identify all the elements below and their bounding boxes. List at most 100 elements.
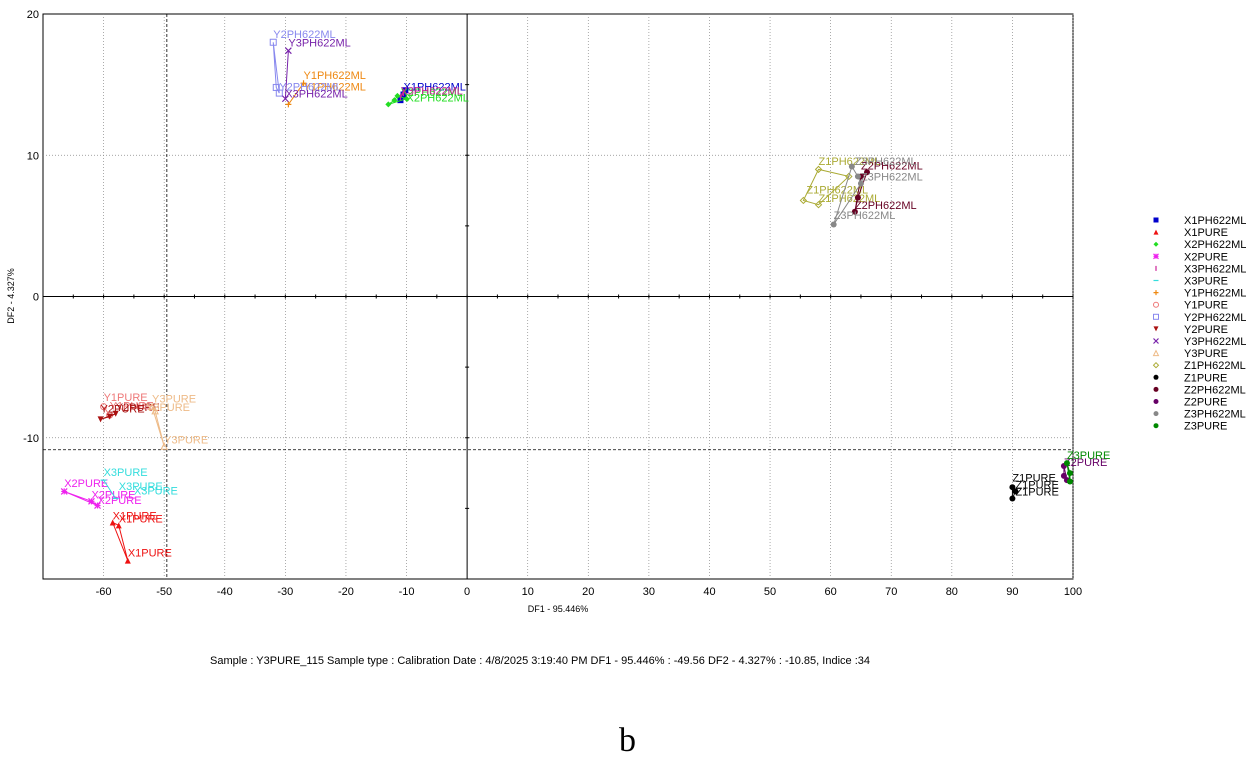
point-label: X2PURE xyxy=(98,495,142,507)
legend-label: Z1PURE xyxy=(1184,372,1227,384)
data-point xyxy=(854,194,861,201)
legend-label: Y1PH622ML xyxy=(1184,288,1246,300)
y-tick-label: 10 xyxy=(27,150,39,162)
legend-label: Z2PURE xyxy=(1184,397,1227,409)
data-point xyxy=(1066,470,1073,477)
series-group: X1PH622MLX1PUREX1PUREX1PUREX2PH622MLX2PH… xyxy=(60,29,1110,564)
legend-label: X1PH622ML xyxy=(1184,215,1246,227)
point-label: Z1PH622ML xyxy=(806,184,868,196)
data-point xyxy=(160,442,168,450)
data-point xyxy=(851,208,858,215)
data-point xyxy=(814,200,823,209)
point-label: X3PURE xyxy=(119,481,163,493)
data-point xyxy=(830,221,837,228)
legend-label: Z2PH622ML xyxy=(1184,384,1246,396)
data-point xyxy=(97,416,104,423)
point-label: Z1PURE xyxy=(1015,487,1058,499)
point-label: Y3PURE xyxy=(146,402,190,414)
data-point xyxy=(1009,484,1016,491)
point-label: Z2PURE xyxy=(1064,457,1107,469)
legend-label: X1PURE xyxy=(1184,227,1228,239)
point-label: Y2PH622ML xyxy=(273,29,335,41)
legend-item: X2PH622ML xyxy=(1153,239,1246,251)
x-tick-label: -50 xyxy=(156,586,172,598)
legend-item: X3PURE xyxy=(1153,276,1228,288)
axes xyxy=(43,13,1074,580)
x-tick-label: 70 xyxy=(885,586,897,598)
point-label: Z3PURE xyxy=(1067,450,1110,462)
legend-item: Y1PURE xyxy=(1153,300,1228,312)
x-tick-label: 90 xyxy=(1006,586,1018,598)
series-y3ph622ml: Y3PH622ML X3PH622ML xyxy=(281,37,351,103)
point-label: Z3PH622ML xyxy=(855,156,917,168)
legend-label: Y3PURE xyxy=(1184,348,1228,360)
legend-item: X1PURE xyxy=(1153,227,1228,239)
series-z3ph622ml: Z3PH622ML Z3PH622ML Z3PH622ML xyxy=(830,156,923,228)
legend-item: Z1PH622ML xyxy=(1152,360,1246,372)
data-point xyxy=(1012,488,1019,495)
legend-marker xyxy=(1153,423,1159,429)
scatter-chart: -60 -50 -40 -30 -20 -10 0 10 20 30 40 50 60 70 80 90 100… xyxy=(6,9,1246,614)
data-point xyxy=(88,497,95,505)
point-label: Y3PH622ML xyxy=(288,37,350,49)
legend-marker xyxy=(1153,326,1159,332)
legend-item: X3PH622ML xyxy=(1155,263,1246,275)
point-label: Z1PH622ML xyxy=(819,156,881,168)
data-point xyxy=(848,163,855,170)
series-outline xyxy=(64,490,98,507)
legend-marker xyxy=(1153,411,1159,417)
point-label: Y3PURE xyxy=(164,434,208,446)
legend-marker xyxy=(1153,301,1159,308)
legend-item: Z3PURE xyxy=(1153,421,1227,433)
series-outline xyxy=(100,413,116,420)
point-label: X3PURE xyxy=(104,467,148,479)
data-point xyxy=(115,522,122,529)
series-x3ph622ml: X3PH622ML xyxy=(399,86,463,101)
point-label: X1PURE xyxy=(119,514,163,526)
legend-marker xyxy=(1153,374,1159,380)
legend-item: X1PH622ML xyxy=(1153,215,1246,227)
legend-label: Z1PH622ML xyxy=(1184,360,1246,372)
point-label: X2PURE xyxy=(64,478,108,490)
data-point xyxy=(799,196,808,205)
series-outline xyxy=(151,406,165,447)
point-label: Y1PH622ML xyxy=(304,70,366,82)
series-y2ph622ml: Y2PH622ML Y2PH622ML xyxy=(269,29,342,97)
point-label: Y2PURE xyxy=(101,403,145,415)
data-point xyxy=(857,180,864,187)
data-point xyxy=(854,173,861,180)
data-point xyxy=(272,83,280,91)
legend: X1PH622MLX1PUREX2PH622MLX2PUREX3PH622MLX… xyxy=(1152,215,1246,433)
x-tick-label: -60 xyxy=(96,586,112,598)
ticks: -60 -50 -40 -30 -20 -10 0 10 20 30 40 50 60 70 80 90 100… xyxy=(23,9,1082,598)
legend-item: Y2PH622ML xyxy=(1153,312,1246,324)
series-outline xyxy=(111,521,129,561)
data-point xyxy=(864,169,870,176)
data-point xyxy=(385,101,392,108)
legend-marker xyxy=(1152,361,1160,369)
legend-item: Y2PURE xyxy=(1153,324,1228,336)
data-point xyxy=(402,87,409,94)
point-label: Z3PH622ML xyxy=(834,210,896,222)
legend-item: Z2PH622ML xyxy=(1153,384,1246,396)
legend-label: X2PH622ML xyxy=(1184,239,1246,251)
data-point xyxy=(151,406,159,415)
y-tick-label: 20 xyxy=(27,9,39,21)
point-label: Z2PH622ML xyxy=(855,200,917,212)
x-tick-label: 80 xyxy=(946,586,958,598)
x-tick-label: 20 xyxy=(582,586,594,598)
point-label: Z1PH622ML xyxy=(819,193,881,205)
data-point xyxy=(845,172,853,181)
point-label: X1PURE xyxy=(128,547,172,559)
legend-label: Z3PH622ML xyxy=(1184,409,1246,421)
point-label: Y1PURE xyxy=(104,392,148,404)
legend-item: Y3PH622ML xyxy=(1153,336,1246,348)
point-label: X2PH622ML xyxy=(400,87,462,99)
